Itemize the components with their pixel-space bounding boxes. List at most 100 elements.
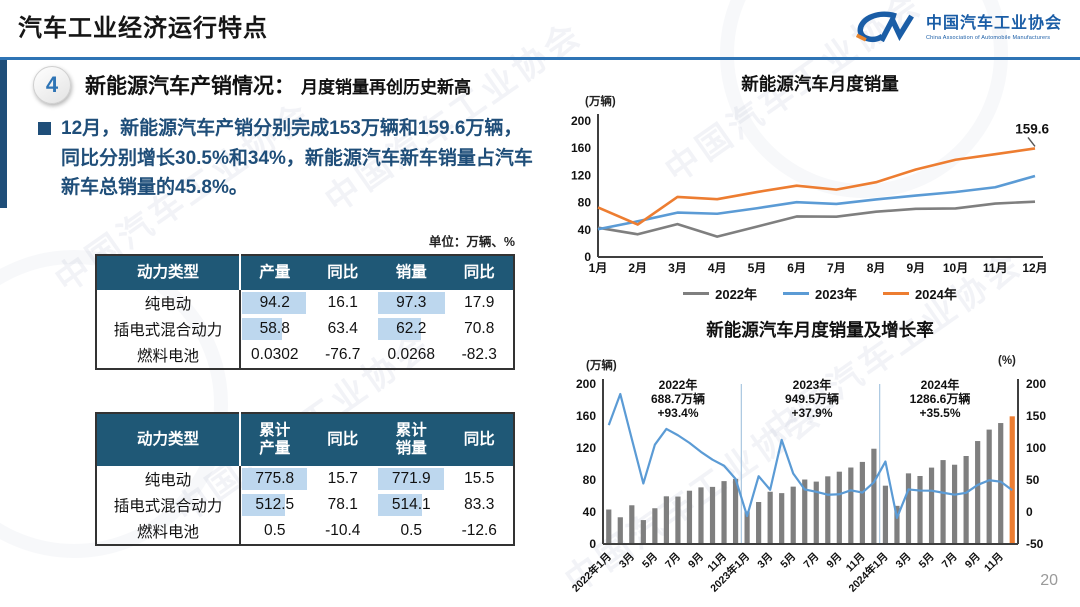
data-bar: [378, 317, 421, 340]
svg-text:2月: 2月: [628, 261, 647, 275]
legend-item: 2023年: [783, 284, 857, 303]
svg-text:159.6: 159.6: [1015, 121, 1049, 136]
table-cell: 插电式混合动力: [96, 491, 241, 518]
table-header-cell: 同比: [308, 413, 377, 466]
data-bar: [242, 493, 286, 516]
svg-text:3月: 3月: [755, 551, 775, 571]
svg-text:7月: 7月: [827, 261, 846, 275]
svg-text:200: 200: [1026, 377, 1046, 391]
svg-text:7月: 7月: [663, 551, 683, 571]
legend-line-swatch: [882, 292, 909, 295]
svg-text:3月: 3月: [617, 551, 637, 571]
svg-text:688.7万辆: 688.7万辆: [651, 391, 705, 406]
svg-text:160: 160: [571, 141, 591, 155]
svg-text:0: 0: [584, 250, 591, 264]
data-bar: [242, 291, 306, 314]
cumulative-production-sales-table: 动力类型 累计 产量 同比 累计 销量 同比 纯电动 775.8 15.7 771.9 15.5 插…: [95, 412, 515, 546]
table-cell: 771.9: [377, 466, 446, 492]
section-title: 新能源汽车产销情况：: [85, 75, 295, 98]
table-cell: 512.5: [240, 492, 309, 518]
table-header-cell: 动力类型: [96, 255, 241, 290]
svg-text:3月: 3月: [668, 261, 687, 275]
table-cell: 83.3: [464, 495, 495, 513]
svg-text:6月: 6月: [787, 261, 806, 275]
svg-text:5月: 5月: [748, 261, 767, 275]
svg-text:2022年1月: 2022年1月: [569, 550, 614, 595]
svg-text:-50: -50: [1026, 537, 1044, 551]
summary-text: 12月，新能源汽车产销分别完成153万辆和159.6万辆，同比分别增长30.5%…: [61, 118, 533, 199]
legend-item: 2022年: [683, 284, 757, 303]
table-cell: 燃料电池: [96, 341, 241, 369]
table-cell: 0.0268: [387, 345, 435, 363]
svg-text:3月: 3月: [894, 551, 914, 571]
table-header-cell: 累计 产量: [240, 413, 309, 466]
data-bar: [378, 291, 445, 314]
table-header-cell: 同比: [308, 255, 377, 290]
monthly-production-sales-table: 动力类型 产量 同比 销量 同比 纯电动 94.2 16.1 97.3 17.9 插电式混合动力 58…: [95, 254, 515, 370]
svg-text:949.5万辆: 949.5万辆: [785, 391, 839, 406]
legend-item: 2024年: [882, 284, 957, 303]
svg-text:5月: 5月: [778, 551, 798, 571]
table-cell: 17.9: [464, 293, 495, 311]
table-cell: 62.2: [377, 316, 446, 342]
legend-label: 2022年: [715, 287, 758, 302]
svg-text:120: 120: [576, 441, 596, 455]
svg-text:2022年: 2022年: [659, 377, 698, 392]
table-header-cell: 累计 销量: [377, 413, 446, 466]
logo-org-name: 中国汽车工业协会: [925, 15, 1062, 33]
svg-text:2023年: 2023年: [793, 377, 832, 392]
table-cell: 插电式混合动力: [96, 315, 241, 342]
legend-line-swatch: [683, 292, 710, 295]
svg-text:+93.4%: +93.4%: [657, 406, 698, 420]
table-row: 燃料电池 0.0302 -76.7 0.0268 -82.3: [96, 341, 514, 369]
svg-text:5月: 5月: [640, 551, 660, 571]
svg-text:40: 40: [583, 505, 597, 519]
table-cell: 94.2: [240, 290, 309, 316]
data-bar: [378, 467, 445, 490]
header-divider: [0, 57, 1080, 60]
section-heading: 4 新能源汽车产销情况： 月度销量再创历史新高: [33, 66, 471, 104]
svg-text:160: 160: [576, 409, 596, 423]
table-header-cell: 同比: [445, 255, 514, 290]
svg-text:0: 0: [1026, 505, 1033, 519]
table-cell: 97.3: [377, 290, 446, 316]
table-cell: 514.1: [377, 492, 446, 518]
monthly-sales-chart-title: 新能源汽车月度销量: [741, 74, 899, 94]
table-cell: 0.5: [263, 521, 286, 539]
legend-label: 2023年: [815, 287, 857, 302]
chart-legend: 2022年 2023年 2024年: [560, 284, 1080, 303]
svg-text:9月: 9月: [963, 551, 983, 571]
svg-text:8月: 8月: [867, 261, 886, 275]
table-cell: 纯电动: [96, 289, 241, 316]
table-row: 纯电动 94.2 16.1 97.3 17.9: [96, 289, 514, 316]
svg-text:200: 200: [571, 114, 591, 128]
svg-text:40: 40: [578, 223, 592, 237]
table-cell: 63.4: [327, 319, 358, 337]
svg-text:11月: 11月: [982, 551, 1006, 575]
table-cell: 纯电动: [96, 465, 241, 492]
svg-text:+37.9%: +37.9%: [791, 406, 832, 420]
table-cell: 775.8: [240, 466, 309, 492]
monthly-sales-line-chart: 0 40 80 120 160 200 1月 2月 3月 4月 5月 6月 7月 8月 9月 10月 11月 12…: [571, 114, 1049, 275]
table-cell: 70.8: [464, 319, 495, 337]
svg-text:4月: 4月: [708, 261, 727, 275]
svg-text:1月: 1月: [589, 261, 608, 275]
section-number-badge: 4: [33, 66, 71, 104]
svg-text:50: 50: [1026, 473, 1040, 487]
table-header-cell: 同比: [445, 413, 514, 466]
svg-text:7月: 7月: [940, 551, 960, 571]
table-cell: -82.3: [461, 345, 497, 363]
data-bar: [242, 467, 308, 490]
table-cell: 燃料电池: [96, 517, 241, 545]
svg-text:200: 200: [576, 377, 596, 391]
table-cell: 58.8: [240, 316, 309, 342]
table-cell: 0.0302: [251, 345, 299, 363]
svg-text:9月: 9月: [686, 551, 706, 571]
legend-line-swatch: [783, 292, 810, 295]
page-number: 20: [1040, 572, 1058, 589]
unit-note: 单位：万辆、%: [428, 235, 515, 249]
svg-text:80: 80: [578, 196, 592, 210]
svg-text:9月: 9月: [906, 261, 925, 275]
page-title: 汽车工业经济运行特点: [18, 15, 268, 42]
table-cell: 15.7: [327, 469, 358, 487]
